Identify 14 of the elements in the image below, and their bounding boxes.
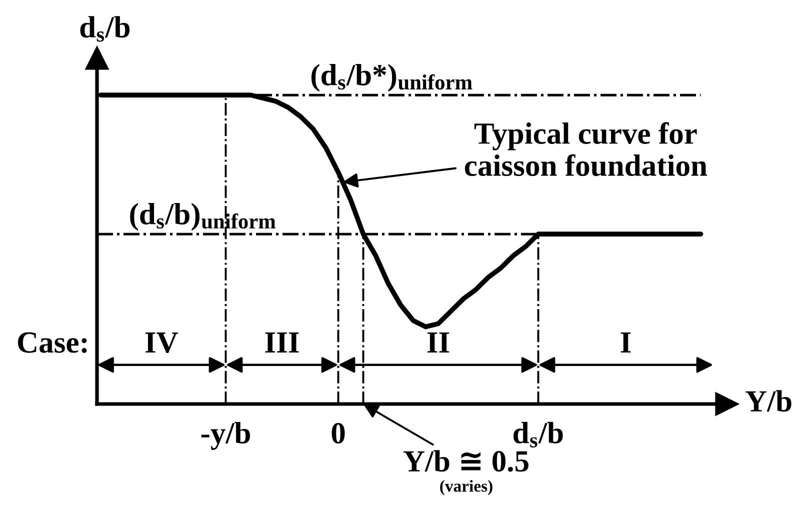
annotation: IV xyxy=(145,332,178,353)
x-tick-label: 0 xyxy=(332,422,345,444)
annotation: I xyxy=(620,332,631,353)
text: Case: xyxy=(18,332,87,353)
ref-line-label: (d$_{s}$/b)$_{uniform}$ xyxy=(130,202,276,231)
annotation: Typical curve for caisson foundation xyxy=(464,122,708,176)
text: Y/b ≅ 0.5 (varies) xyxy=(403,450,528,496)
x-tick-label: -y/b xyxy=(201,422,250,450)
x-axis-title: Y/b xyxy=(746,390,792,412)
annotation: III xyxy=(265,332,299,353)
ref-line-label: (d$_{s}$/b*)$_{uniform}$ xyxy=(311,64,472,92)
x-tick-label: d$_{s}$/b xyxy=(514,422,563,448)
y-axis-title: d$_{s}$/b xyxy=(80,16,130,42)
annotation: II xyxy=(427,332,450,353)
